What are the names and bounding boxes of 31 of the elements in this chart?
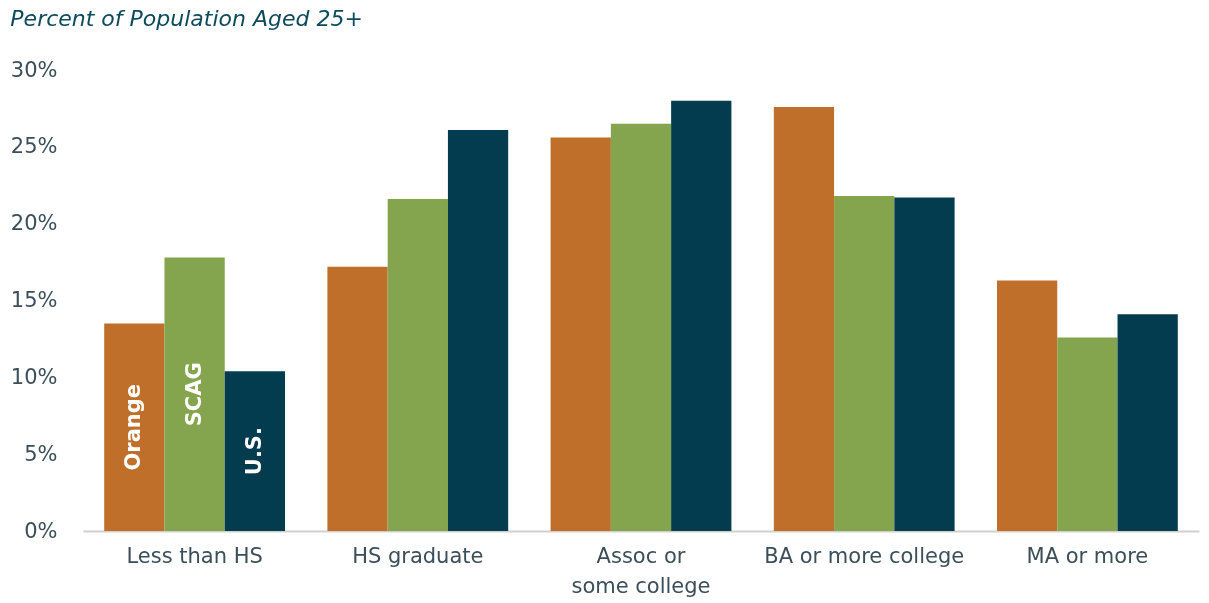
bar: [387, 199, 448, 531]
x-tick-label: Assoc or some college: [571, 543, 711, 598]
y-tick-label: 5%: [24, 441, 58, 466]
chart-title: Percent of Population Aged 25+: [10, 6, 363, 31]
y-tick-label: 0%: [24, 518, 58, 543]
bar: [610, 123, 672, 531]
bar: [671, 100, 732, 531]
x-tick-label: Less than HS: [126, 543, 263, 568]
series-label: Orange: [121, 383, 146, 471]
x-tick-label: MA or more: [1026, 543, 1149, 568]
bar: [164, 257, 225, 531]
y-tick-label: 30%: [10, 57, 58, 82]
x-tick-label: BA or more college: [764, 543, 965, 568]
bar: [1057, 337, 1118, 531]
series-label: U.S.: [241, 427, 266, 476]
bar: [327, 266, 388, 531]
x-tick-label: HS graduate: [352, 543, 484, 568]
bar: [834, 196, 895, 531]
y-tick-label: 10%: [10, 364, 58, 389]
bar: [447, 129, 509, 531]
bar: [894, 197, 955, 531]
y-tick-label: 20%: [10, 211, 58, 236]
y-tick-label: 15%: [10, 288, 58, 312]
bar: [224, 371, 285, 531]
bar: [773, 106, 835, 531]
bar: [550, 137, 611, 531]
bar: [1117, 314, 1178, 531]
series-label: SCAG: [181, 362, 206, 427]
bar: [997, 280, 1058, 531]
bar: [104, 323, 165, 531]
y-tick-label: 25%: [10, 134, 58, 159]
